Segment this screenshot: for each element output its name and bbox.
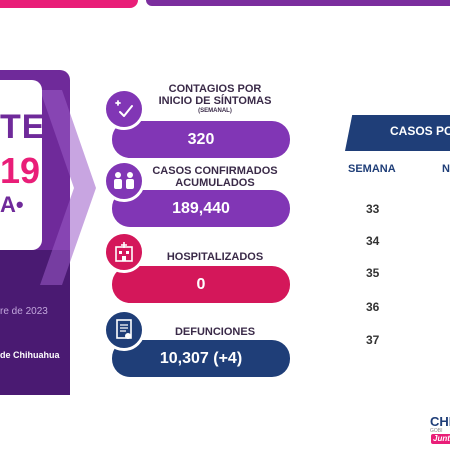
week-row: 33: [366, 202, 380, 216]
hospital-icon: [103, 231, 145, 273]
column-header-n: N: [442, 163, 450, 175]
report-date: re de 2023: [0, 306, 48, 317]
report-subtitle-fragment: A•: [0, 192, 24, 217]
contagios-sublabel: (SEMANAL): [198, 108, 232, 114]
hand-check-icon: [103, 88, 145, 130]
casos-confirmados-value: 189,440: [112, 190, 290, 227]
chihuahua-logo-text: CHIH: [430, 414, 450, 429]
week-row: 34: [366, 234, 380, 248]
top-accent-bar-purple: [146, 0, 450, 6]
defunciones-label: DEFUNCIONES: [174, 326, 256, 338]
column-header-semana: SEMANA: [348, 163, 396, 175]
cases-table-title: CASOS PO: [390, 124, 450, 138]
certificate-icon: [103, 309, 145, 351]
report-title-fragment: TE: [0, 108, 46, 146]
top-accent-bar-pink: [0, 0, 138, 8]
week-row: 35: [366, 266, 380, 280]
report-state: de Chihuahua: [0, 350, 60, 360]
people-group-icon: [103, 160, 145, 202]
week-row: 36: [366, 300, 380, 314]
logo-tag-text: Junt: [433, 434, 450, 443]
contagios-value: 320: [112, 121, 290, 158]
report-title-card: [0, 80, 42, 250]
hospitalizados-value: 0: [112, 266, 290, 303]
cases-table-header: [345, 115, 450, 151]
logo-tag-background: [431, 434, 450, 444]
report-number-fragment: 19: [0, 150, 41, 191]
hospitalizados-label: HOSPITALIZADOS: [166, 251, 264, 263]
gobierno-logo-subtext: GOBI: [430, 428, 443, 434]
chevron-decoration: [40, 90, 96, 285]
defunciones-value: 10,307 (+4): [112, 340, 290, 377]
contagios-label: CONTAGIOS POR INICIO DE SÍNTOMAS: [158, 83, 272, 107]
casos-confirmados-label: CASOS CONFIRMADOS ACUMULADOS: [152, 165, 278, 189]
week-row: 37: [366, 333, 380, 347]
